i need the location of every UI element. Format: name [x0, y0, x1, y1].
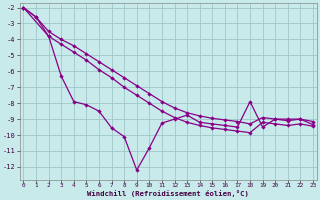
X-axis label: Windchill (Refroidissement éolien,°C): Windchill (Refroidissement éolien,°C) — [87, 190, 249, 197]
